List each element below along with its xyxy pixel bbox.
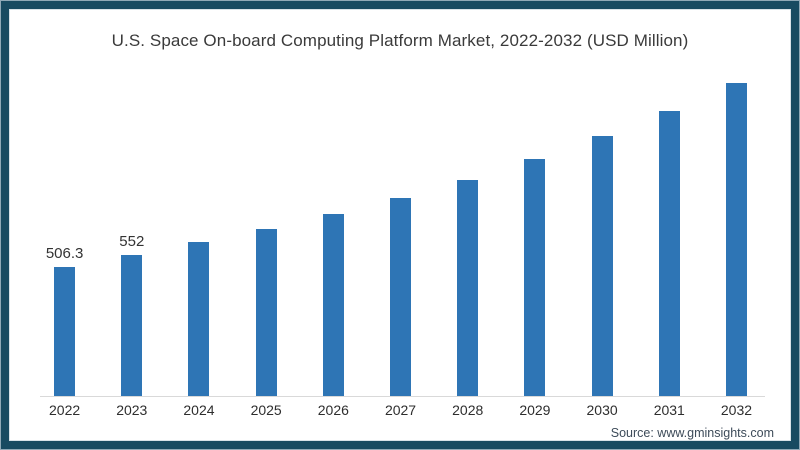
bar-value-label: 506.3 <box>45 245 84 262</box>
bar-column <box>703 60 770 396</box>
bar-column <box>569 60 636 396</box>
bar-2025 <box>255 229 277 396</box>
bar-2022 <box>54 267 76 396</box>
bar-2032 <box>725 83 747 396</box>
x-tick-label: 2025 <box>250 402 282 418</box>
x-axis-labels: 2022 2023 2024 2025 2026 2027 2028 2029 2030 2031… <box>31 402 770 418</box>
bar-column <box>165 60 232 396</box>
x-tick-label: 2026 <box>317 402 349 418</box>
x-tick-label: 2023 <box>116 402 148 418</box>
x-axis-line <box>40 396 765 397</box>
x-tick-label: 2030 <box>586 402 618 418</box>
bars-container: 506.3 552 <box>31 60 770 396</box>
plot-area: 506.3 552 2022 2023 2024 2025 2026 2027 2028 202… <box>31 60 770 418</box>
bar-2023 <box>121 255 143 396</box>
bar-2028 <box>457 180 479 396</box>
bar-column: 552 <box>98 60 165 396</box>
x-tick-label: 2031 <box>653 402 685 418</box>
x-tick-label: 2028 <box>452 402 484 418</box>
bar-column <box>636 60 703 396</box>
bar-2029 <box>524 159 546 396</box>
bar-2024 <box>188 242 210 396</box>
bar-column <box>501 60 568 396</box>
x-tick-label: 2027 <box>384 402 417 418</box>
bar-column <box>367 60 434 396</box>
bar-column <box>300 60 367 396</box>
x-tick-label: 2032 <box>720 402 753 418</box>
chart-title: U.S. Space On-board Computing Platform M… <box>111 31 689 50</box>
source-credit: Source: www.gminsights.com <box>610 426 774 440</box>
bar-column <box>233 60 300 396</box>
x-tick-label: 2024 <box>183 402 215 418</box>
bar-column: 506.3 <box>31 60 98 396</box>
bar-value-label: 552 <box>119 233 145 250</box>
bar-2031 <box>658 111 680 396</box>
bar-column <box>434 60 501 396</box>
bar-2026 <box>322 214 344 396</box>
bar-2030 <box>591 136 613 396</box>
x-tick-label: 2029 <box>519 402 551 418</box>
bar-2027 <box>390 198 412 396</box>
x-tick-label: 2022 <box>49 402 81 418</box>
